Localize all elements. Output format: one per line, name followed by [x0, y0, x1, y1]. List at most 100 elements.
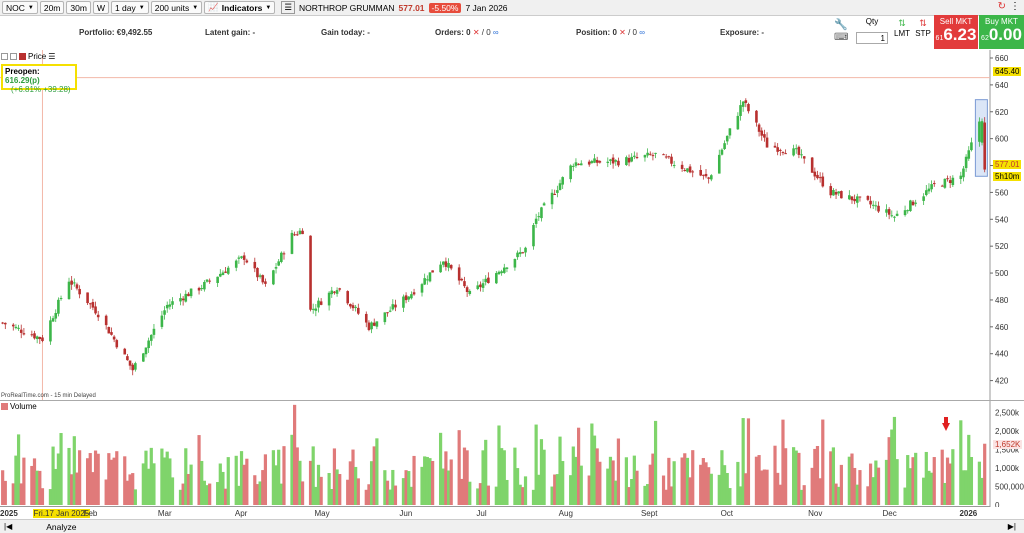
- nav-left-icon[interactable]: |◀: [4, 522, 13, 531]
- indicators-icon: 📈: [208, 2, 219, 12]
- candle: [834, 192, 838, 195]
- nav-right-icon[interactable]: ▶|: [1007, 522, 1016, 531]
- timeframe-30m-button[interactable]: 30m: [66, 1, 91, 14]
- volume-bar: [277, 449, 281, 505]
- limit-order-button[interactable]: ⇅ LMT: [892, 18, 912, 38]
- preopen-value: 616.29(p): [5, 76, 40, 85]
- volume-chart[interactable]: 0 500,000 1,000k 1,500k 2,000k 2,500k: [0, 401, 1024, 510]
- candle: [463, 281, 466, 287]
- sell-market-button[interactable]: Sell MKT 616.23: [934, 15, 978, 49]
- candle: [521, 252, 525, 254]
- quantity-input[interactable]: 1: [856, 32, 888, 44]
- volume-bar: [688, 477, 692, 505]
- refresh-icon[interactable]: ↻: [997, 1, 1006, 12]
- candle: [797, 146, 801, 155]
- volume-bar: [226, 457, 230, 505]
- volume-panel[interactable]: 0 500,000 1,000k 1,500k 2,000k 2,500k: [0, 400, 1024, 510]
- candle: [558, 183, 562, 190]
- candle: [237, 257, 241, 259]
- y-tick-label: 460: [995, 323, 1009, 332]
- volume-bar: [964, 470, 968, 505]
- candle: [35, 336, 39, 340]
- link-icon[interactable]: ∞: [492, 28, 499, 37]
- volume-bar: [202, 480, 206, 505]
- close-icon[interactable]: ✕: [472, 28, 480, 37]
- volume-bar: [837, 486, 841, 505]
- candle: [149, 334, 153, 341]
- candle: [781, 152, 785, 154]
- volume-bar: [922, 477, 926, 505]
- candle: [447, 262, 450, 268]
- volume-bar: [258, 481, 262, 505]
- symbol-selector[interactable]: NOC ▼: [2, 1, 38, 14]
- timeframe-20m-button[interactable]: 20m: [39, 1, 65, 14]
- candle: [311, 308, 315, 310]
- timeframe-w-button[interactable]: W: [92, 1, 109, 14]
- volume-bar: [699, 464, 703, 505]
- candle: [59, 298, 63, 300]
- candle: [664, 156, 668, 158]
- candle: [258, 275, 262, 277]
- x-tick-label: 2025: [0, 509, 18, 518]
- price-chart[interactable]: 420440460480500520540560580600620640660: [0, 50, 1024, 400]
- candle: [75, 284, 79, 289]
- volume-bar: [88, 453, 92, 505]
- candle: [487, 277, 490, 284]
- candle: [813, 171, 817, 177]
- symbol-text: NOC: [6, 2, 25, 13]
- volume-bar: [327, 473, 331, 505]
- candle: [970, 142, 973, 151]
- candle: [272, 270, 275, 285]
- stop-order-button[interactable]: ⇅ STP: [913, 18, 933, 38]
- settings-icon[interactable]: [10, 53, 17, 60]
- list-icon[interactable]: ☰: [48, 52, 56, 61]
- volume-bar: [115, 451, 119, 505]
- price-panel[interactable]: 420440460480500520540560580600620640660: [0, 50, 1024, 400]
- candle: [293, 234, 296, 236]
- interval-selector[interactable]: 1 day ▼: [110, 1, 149, 14]
- candle: [179, 298, 182, 302]
- x-tick-label: Aug: [558, 509, 573, 518]
- link-icon[interactable]: ∞: [639, 28, 645, 37]
- volume-bar: [943, 482, 947, 505]
- indicators-button[interactable]: 📈 Indicators ▼: [204, 1, 276, 14]
- candle: [648, 153, 652, 155]
- volume-bar: [245, 458, 249, 505]
- candle: [110, 332, 113, 335]
- candle: [773, 145, 777, 148]
- buy-market-button[interactable]: Buy MKT 620.00: [979, 15, 1024, 49]
- candle: [354, 306, 357, 308]
- instrument-name: NORTHROP GRUMMAN: [298, 2, 395, 13]
- candle: [728, 128, 732, 136]
- units-selector[interactable]: 200 units ▼: [150, 1, 203, 14]
- sell-label: Sell MKT: [939, 17, 973, 26]
- candle: [386, 312, 389, 314]
- volume-bar: [587, 475, 591, 505]
- candle: [662, 154, 665, 156]
- candle: [144, 347, 148, 355]
- close-icon[interactable]: ✕: [619, 28, 626, 37]
- volume-bar: [590, 423, 594, 505]
- volume-bar: [271, 450, 275, 505]
- sell-price-prefix: 61: [935, 35, 944, 42]
- more-icon[interactable]: ⋮: [1010, 1, 1020, 12]
- candle: [30, 334, 34, 336]
- candle: [505, 267, 509, 269]
- tools-icon[interactable]: 🔧 ⌨: [834, 19, 849, 43]
- keyboard-icon[interactable]: ⌨: [834, 32, 849, 43]
- volume-bar: [401, 478, 406, 505]
- chart-type-icon[interactable]: ☰: [281, 1, 295, 14]
- gain-today: Gain today: -: [321, 28, 370, 37]
- volume-bar: [630, 479, 634, 505]
- volume-bar: [868, 463, 873, 505]
- volume-bar: [539, 439, 544, 505]
- candle: [277, 261, 280, 266]
- volume-bar: [911, 457, 915, 505]
- analyze-label[interactable]: Analyze: [46, 521, 77, 532]
- volume-bar: [555, 474, 559, 505]
- candle: [792, 148, 795, 156]
- add-icon[interactable]: [1, 53, 8, 60]
- volume-bar: [930, 472, 934, 505]
- volume-bar: [884, 459, 889, 505]
- volume-bar: [669, 486, 674, 505]
